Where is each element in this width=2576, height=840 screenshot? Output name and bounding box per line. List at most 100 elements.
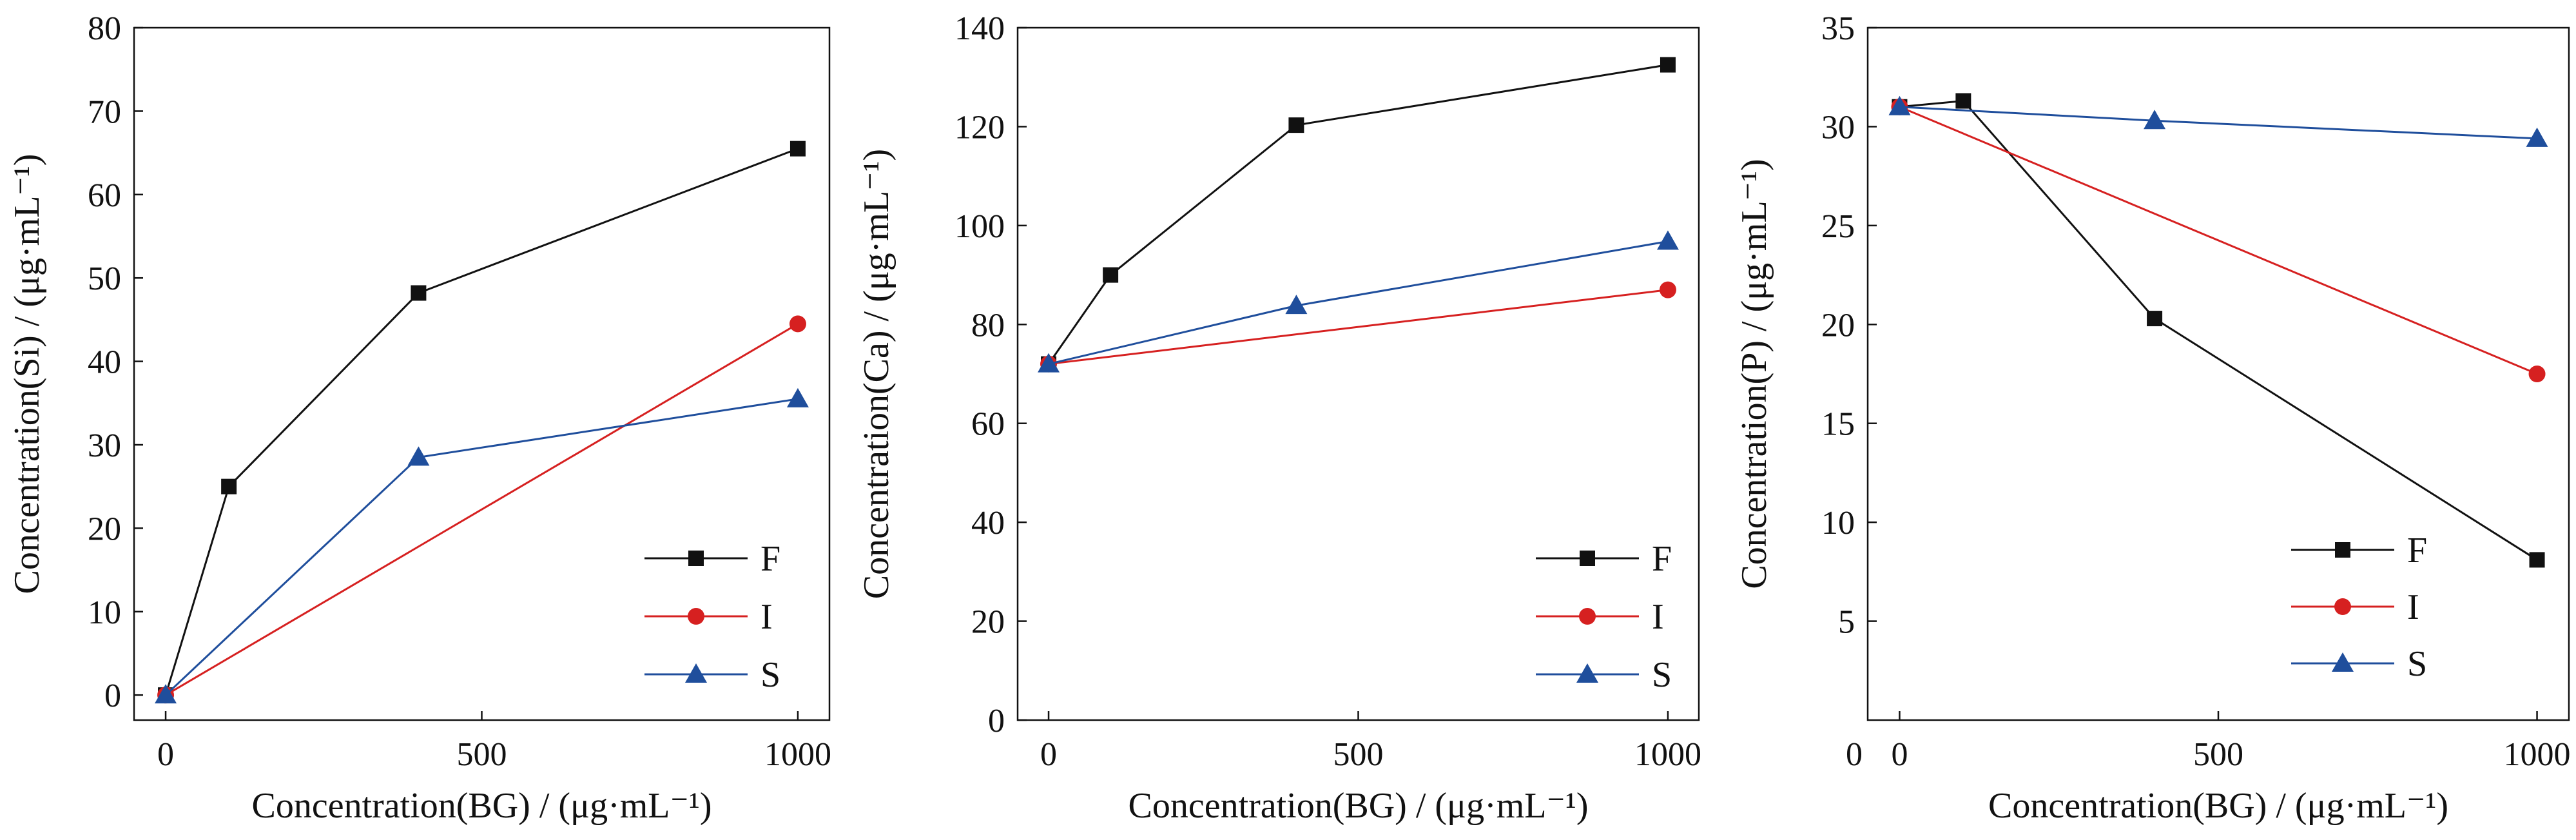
- y-tick-label: 10: [88, 594, 121, 631]
- series-line-S: [1899, 106, 2537, 140]
- origin-label: 0: [1846, 736, 1863, 773]
- y-tick-label: 40: [971, 505, 1005, 542]
- data-point-I: [789, 315, 806, 333]
- legend: FIS: [1536, 539, 1672, 695]
- x-tick-label: 0: [1040, 736, 1057, 773]
- legend-marker-S: [1576, 663, 1598, 683]
- data-point-S: [155, 684, 177, 704]
- y-tick-label: 80: [88, 10, 121, 47]
- y-tick-label: 0: [104, 678, 121, 714]
- data-point-S: [1285, 295, 1308, 315]
- y-tick-label: 70: [88, 93, 121, 130]
- legend: FIS: [2291, 531, 2427, 684]
- y-tick-label: 20: [88, 511, 121, 547]
- y-tick-label: 0: [988, 703, 1005, 739]
- x-tick-label: 0: [1891, 736, 1908, 773]
- series-F: [1041, 57, 1676, 372]
- legend-marker-F: [2335, 542, 2350, 558]
- y-tick-label: 30: [88, 427, 121, 464]
- x-axis-label: Concentration(BG) / (μg·mL⁻¹): [1988, 786, 2448, 826]
- legend-marker-I: [688, 608, 704, 625]
- plot-frame: [1866, 26, 2570, 721]
- data-point-F: [1103, 267, 1119, 283]
- data-point-F: [789, 141, 806, 157]
- data-point-F: [2147, 311, 2163, 327]
- y-tick-label: 100: [954, 208, 1005, 245]
- chart-3: 0 500 1000 5 10 15 20 25 30 35 0 Concentration(BG) …: [1734, 10, 2571, 826]
- legend-label-S: S: [2407, 644, 2427, 684]
- legend-marker-F: [1580, 551, 1595, 566]
- y-tick-label: 30: [1821, 109, 1855, 146]
- legend-label-S: S: [1652, 655, 1672, 695]
- series-F: [158, 141, 806, 703]
- y-tick-label: 50: [88, 260, 121, 297]
- y-tick-label: 5: [1838, 604, 1855, 641]
- legend-label-F: F: [2407, 531, 2427, 571]
- series-line-S: [1048, 240, 1669, 366]
- y-axis-label: Concentration(Ca) / (μg·mL⁻¹): [857, 149, 896, 599]
- data-point-I: [2528, 366, 2546, 382]
- legend-label-F: F: [1652, 539, 1672, 579]
- data-point-S: [2144, 110, 2166, 130]
- series-I: [1040, 281, 1676, 373]
- y-tick-label: 20: [1821, 307, 1855, 344]
- series-line-S: [165, 398, 799, 696]
- series-I: [157, 315, 806, 704]
- legend-label-I: I: [760, 597, 773, 637]
- y-tick-label: 140: [954, 10, 1005, 47]
- series-I: [1891, 98, 2546, 382]
- y-tick-label: 15: [1821, 406, 1855, 443]
- y-tick-label: 60: [971, 406, 1005, 443]
- legend-marker-F: [688, 551, 704, 566]
- data-point-S: [786, 387, 809, 407]
- series-line-F: [164, 148, 799, 696]
- data-point-F: [1955, 93, 1971, 109]
- x-tick-label: 1000: [2504, 736, 2571, 773]
- y-tick-label: 35: [1821, 10, 1855, 47]
- y-tick-label: 80: [971, 307, 1005, 344]
- chart-1: 0 500 1000 0 10 20 30 40 50 60 70 80 Concentration(B…: [7, 10, 831, 826]
- legend-label-F: F: [760, 539, 780, 579]
- x-axis-label: Concentration(BG) / (μg·mL⁻¹): [252, 786, 712, 826]
- x-tick-label: 500: [2193, 736, 2243, 773]
- y-axis-label: Concentration(Si) / (μg·mL⁻¹): [7, 154, 47, 594]
- data-point-S: [1656, 230, 1679, 250]
- y-tick-label: 60: [88, 177, 121, 214]
- data-point-I: [1659, 281, 1676, 298]
- series-line-F: [1899, 99, 2538, 561]
- x-axis-label: Concentration(BG) / (μg·mL⁻¹): [1128, 786, 1589, 826]
- legend-marker-S: [685, 663, 707, 683]
- legend-label-I: I: [1652, 597, 1664, 637]
- legend-marker-S: [2332, 652, 2354, 672]
- series-S: [155, 387, 809, 704]
- data-point-F: [2529, 552, 2545, 568]
- y-axis-label: Concentration(P) / (μg·mL⁻¹): [1734, 159, 1774, 589]
- series-S: [1038, 230, 1679, 373]
- x-tick-label: 1000: [764, 736, 831, 773]
- x-tick-label: 500: [1333, 736, 1384, 773]
- x-tick-label: 0: [157, 736, 174, 773]
- data-point-S: [407, 446, 430, 466]
- series-line-F: [1047, 64, 1669, 365]
- y-tick-label: 40: [88, 344, 121, 381]
- data-point-F: [1288, 117, 1304, 133]
- data-point-S: [1888, 95, 1911, 115]
- y-tick-label: 10: [1821, 505, 1855, 542]
- x-tick-label: 1000: [1634, 736, 1701, 773]
- y-tick-label: 25: [1821, 208, 1855, 245]
- series-line-I: [165, 323, 799, 696]
- x-tick-label: 500: [457, 736, 507, 773]
- series-line-I: [1899, 106, 2538, 375]
- legend-label-S: S: [760, 655, 780, 695]
- data-point-F: [221, 478, 237, 494]
- legend-marker-I: [2334, 598, 2351, 615]
- data-point-S: [2526, 127, 2548, 147]
- series-F: [1892, 93, 2545, 568]
- y-tick-label: 20: [971, 604, 1005, 641]
- chart-2: 0 500 1000 0 20 40 60 80 100 120 140 Concentration(…: [857, 10, 1701, 826]
- data-point-F: [1660, 57, 1676, 73]
- series-line-I: [1048, 289, 1669, 366]
- y-tick-label: 120: [954, 109, 1005, 146]
- legend-marker-I: [1579, 608, 1596, 625]
